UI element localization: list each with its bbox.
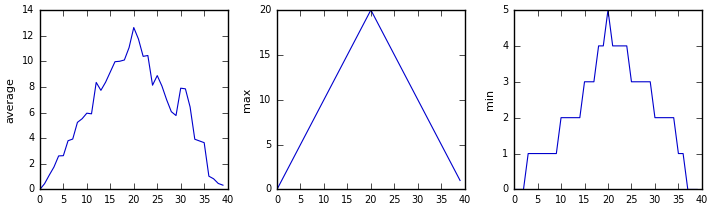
Y-axis label: min: min: [486, 89, 496, 110]
Y-axis label: max: max: [242, 88, 252, 112]
Y-axis label: average: average: [5, 77, 15, 123]
